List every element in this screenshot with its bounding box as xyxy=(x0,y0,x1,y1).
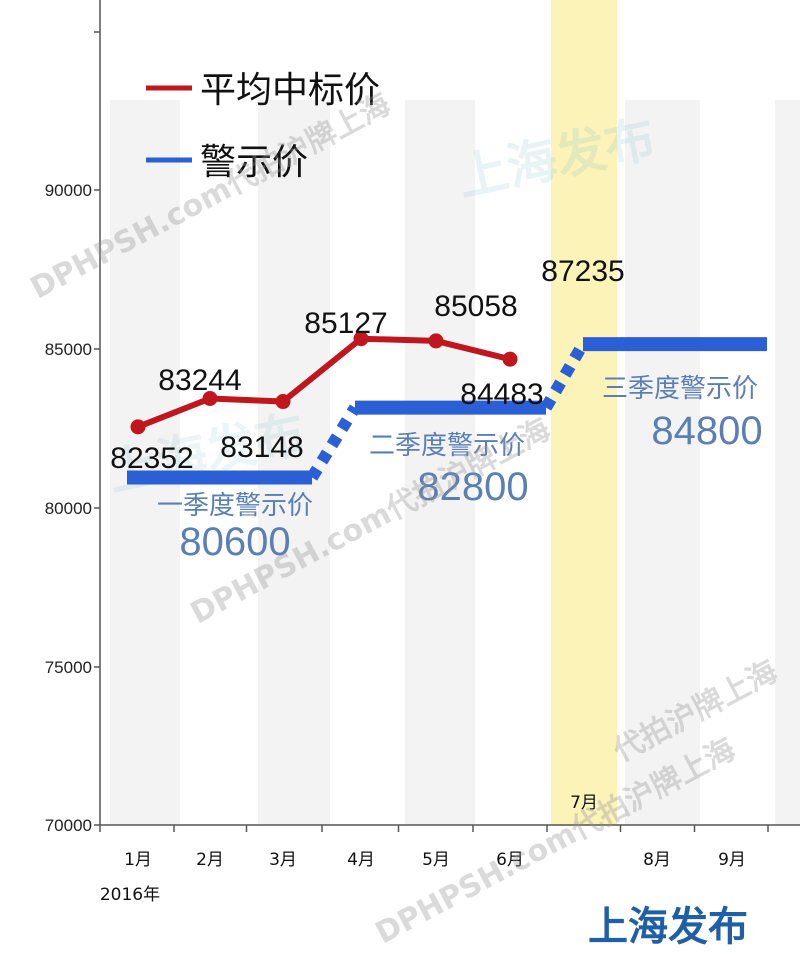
average-price-point xyxy=(130,419,146,435)
legend-label: 平均中标价 xyxy=(200,70,380,111)
data-label: 83244 xyxy=(158,364,241,397)
y-tick-label: 75000 xyxy=(45,658,92,677)
x-tick-label: 9月 xyxy=(718,850,746,870)
warning-price-value: 84800 xyxy=(651,409,762,453)
x-tick-label: 6月 xyxy=(496,850,524,870)
average-price-line xyxy=(136,335,511,430)
warning-price-caption: 一季度警示价 xyxy=(157,491,313,521)
x-tick-label: 7月 xyxy=(570,793,598,813)
warning-price-value: 80600 xyxy=(179,520,290,564)
legend-label: 警示价 xyxy=(200,142,308,183)
x-tick-label: 4月 xyxy=(347,850,375,870)
background-stripe xyxy=(625,100,700,825)
year-label: 2016年 xyxy=(100,885,160,905)
background-stripe xyxy=(110,100,180,825)
average-price-point xyxy=(502,351,518,367)
data-label: 83148 xyxy=(220,431,303,464)
average-price-point xyxy=(428,333,444,349)
data-label: 84483 xyxy=(460,378,543,411)
y-tick-label: 90000 xyxy=(45,181,92,200)
y-tick-label: 70000 xyxy=(45,816,92,835)
y-tick-label: 80000 xyxy=(45,499,92,518)
brand-logo-text: 上海发布 xyxy=(588,904,748,950)
average-price-point xyxy=(202,391,218,407)
average-price-point xyxy=(353,331,369,347)
x-tick-label: 1月 xyxy=(124,850,152,870)
background-stripe xyxy=(258,100,330,825)
x-tick-label: 3月 xyxy=(269,850,297,870)
warning-price-caption: 三季度警示价 xyxy=(602,374,758,404)
data-label: 82352 xyxy=(110,442,193,475)
data-label: 85058 xyxy=(434,290,517,323)
data-label: 87235 xyxy=(541,255,624,288)
warning-price-connector xyxy=(306,404,361,481)
data-label: 85127 xyxy=(304,307,387,340)
background-stripe xyxy=(775,100,800,825)
x-tick-label: 5月 xyxy=(422,850,450,870)
warning-price-caption: 二季度警示价 xyxy=(369,431,525,461)
x-tick-label: 8月 xyxy=(643,850,671,870)
warning-price-value: 82800 xyxy=(417,465,528,509)
x-tick-label: 2月 xyxy=(196,850,224,870)
y-tick-label: 85000 xyxy=(45,340,92,359)
warning-price-connector xyxy=(540,341,589,411)
highlight-band xyxy=(551,0,617,826)
average-price-point xyxy=(275,394,291,410)
background-stripe xyxy=(405,100,475,825)
